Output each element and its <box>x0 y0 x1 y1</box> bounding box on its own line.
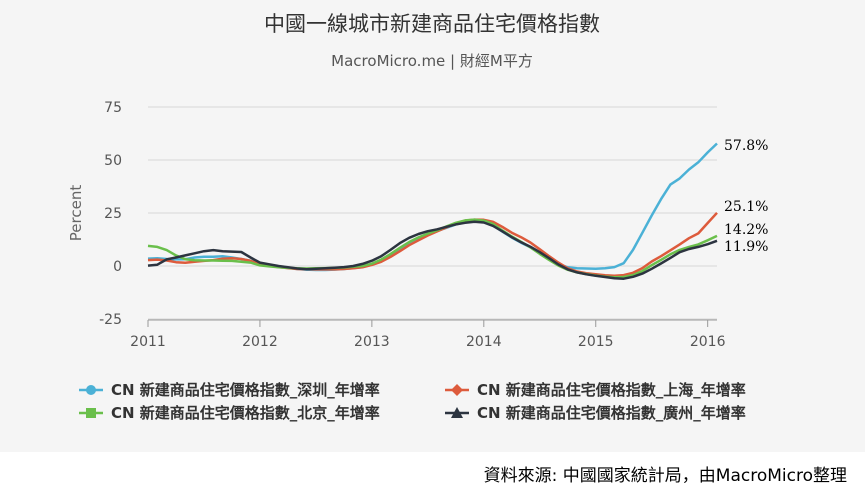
y-tick-label: 50 <box>104 153 122 169</box>
series-lines <box>147 142 718 280</box>
legend-item[interactable]: CN 新建商品住宅價格指數_北京_年增率 <box>79 404 380 422</box>
diamond-marker-icon <box>451 384 463 396</box>
series-line-1[interactable] <box>147 211 718 278</box>
series-line-3[interactable] <box>147 220 718 280</box>
end-labels: 57.8% 25.1% 14.2%11.9% <box>724 138 768 255</box>
x-tick-label: 2012 <box>242 334 278 350</box>
y-tick-label: 75 <box>104 100 122 116</box>
end-label: 57.8% <box>724 138 768 154</box>
end-label: 25.1% <box>724 199 768 215</box>
x-axis-ticks: 2011 2012 2013 2014 2015 2016 <box>130 319 726 350</box>
y-tick-label: -25 <box>99 312 122 328</box>
legend-item[interactable]: CN 新建商品住宅價格指數_廣州_年增率 <box>445 404 746 422</box>
y-tick-label: 25 <box>104 206 122 222</box>
end-label: 11.9% <box>724 239 768 255</box>
end-label: 14.2% <box>724 222 768 238</box>
legend-label: CN 新建商品住宅價格指數_上海_年增率 <box>477 381 746 399</box>
square-marker-icon <box>86 408 96 418</box>
circle-marker-icon <box>86 385 96 395</box>
source-note: 資料來源: 中國國家統計局，由MacroMicro整理 <box>483 466 847 486</box>
x-tick-label: 2013 <box>354 334 390 350</box>
triangle-marker-icon <box>451 407 463 418</box>
x-tick-label: 2015 <box>578 334 614 350</box>
x-tick-label: 2014 <box>466 334 502 350</box>
y-axis-label: Percent <box>67 185 85 242</box>
gridlines <box>148 106 717 320</box>
legend-label: CN 新建商品住宅價格指數_北京_年增率 <box>111 404 380 422</box>
line-chart: 中國一線城市新建商品住宅價格指數 MacroMicro.me | 財經M平方 7… <box>67 12 768 422</box>
x-tick-label: 2011 <box>130 334 166 350</box>
legend-label: CN 新建商品住宅價格指數_深圳_年增率 <box>111 381 380 399</box>
chart-panel: 中國一線城市新建商品住宅價格指數 MacroMicro.me | 財經M平方 7… <box>67 12 769 422</box>
legend-item[interactable]: CN 新建商品住宅價格指數_深圳_年增率 <box>79 381 380 399</box>
legend-item[interactable]: CN 新建商品住宅價格指數_上海_年增率 <box>445 381 746 399</box>
y-axis-ticks: 75 50 25 0 -25 <box>99 100 122 328</box>
x-tick-label: 2016 <box>690 334 726 350</box>
series-line-2[interactable] <box>147 218 718 279</box>
legend-label: CN 新建商品住宅價格指數_廣州_年增率 <box>477 404 746 422</box>
y-tick-label: 0 <box>113 259 122 275</box>
legend[interactable]: CN 新建商品住宅價格指數_深圳_年增率 CN 新建商品住宅價格指數_上海_年增率… <box>79 381 746 422</box>
chart-title: 中國一線城市新建商品住宅價格指數 <box>264 12 600 36</box>
chart-subtitle: MacroMicro.me | 財經M平方 <box>331 52 533 70</box>
